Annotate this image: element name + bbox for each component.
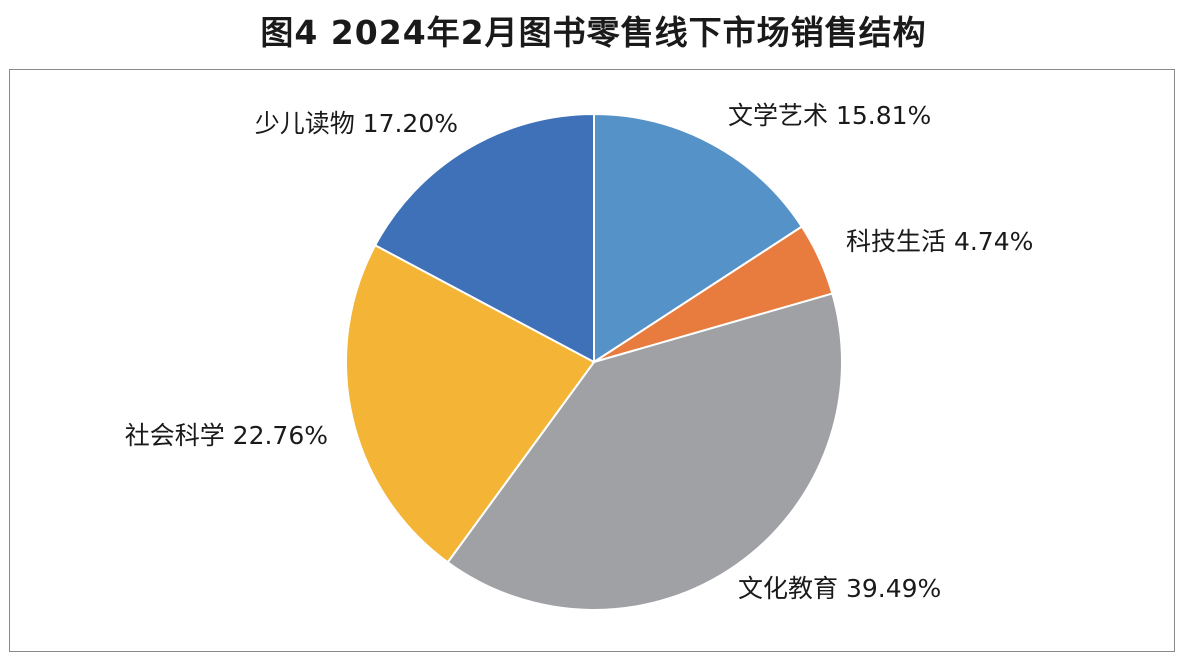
pie-slices [345, 113, 843, 611]
chart-frame [9, 69, 1175, 652]
pie-slice-social-science [345, 244, 595, 564]
pie-slice-literature-art [593, 113, 803, 363]
slice-label-social-science: 社会科学 22.76% [125, 421, 328, 450]
slice-label-culture-education: 文化教育 39.49% [738, 574, 941, 603]
slice-labels: 文学艺术 15.81% 科技生活 4.74% 文化教育 39.49% 社会科学 … [125, 101, 1034, 603]
pie-slice-children-books [374, 113, 595, 363]
pie-slice-culture-education [446, 292, 843, 611]
slice-label-children-books: 少儿读物 17.20% [255, 109, 458, 138]
slice-label-science-life: 科技生活 4.74% [846, 227, 1033, 256]
figure-title: 图4 2024年2月图书零售线下市场销售结构 [260, 13, 927, 52]
slice-label-literature-art: 文学艺术 15.81% [728, 101, 931, 130]
